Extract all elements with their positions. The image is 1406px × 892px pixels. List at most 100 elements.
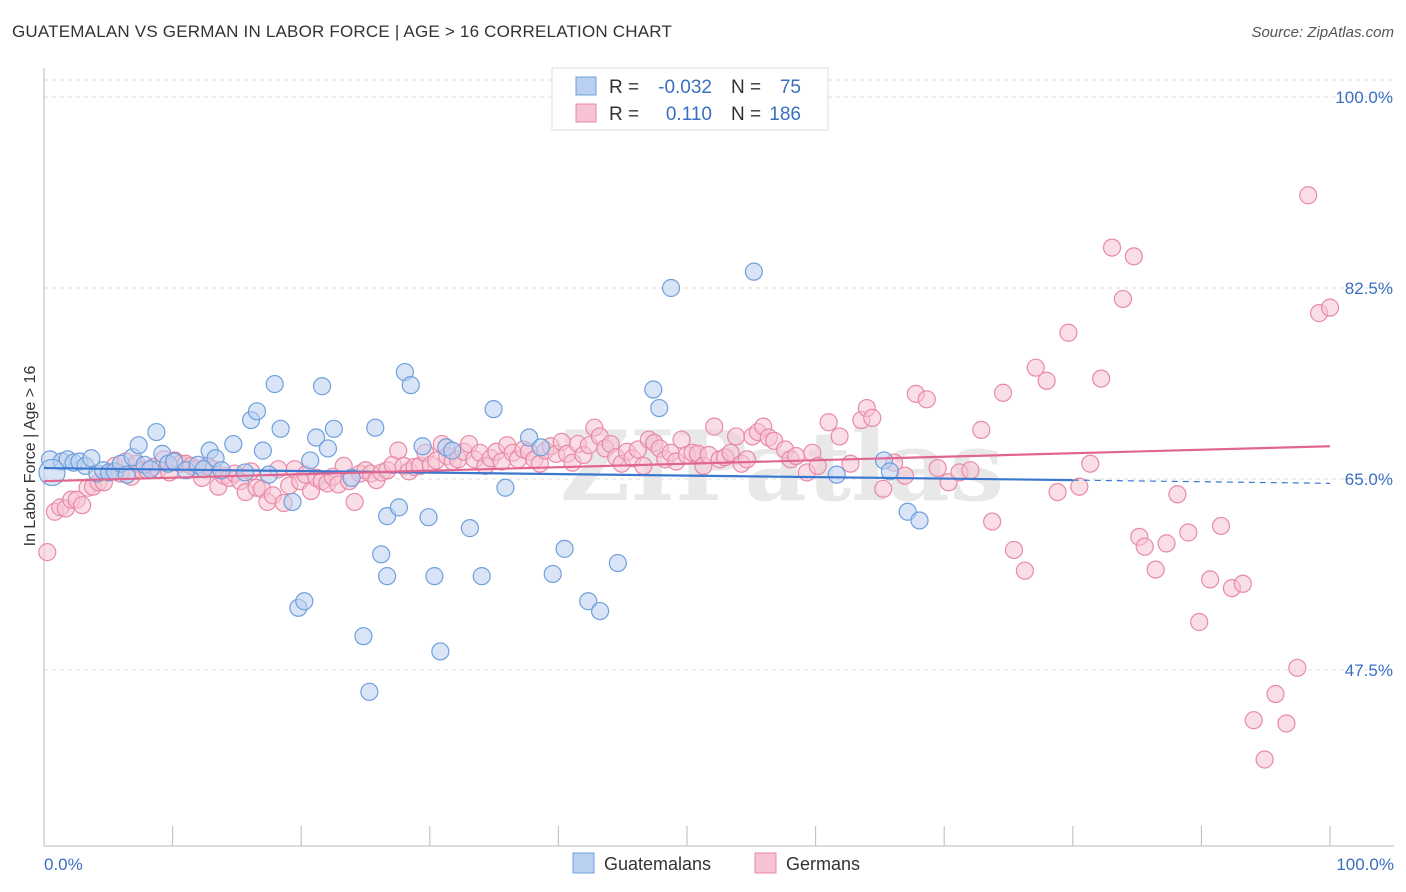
guatemalan-point-63 xyxy=(519,428,539,447)
y-tick-label-2: 82.5% xyxy=(1345,279,1393,298)
german-point-140 xyxy=(819,413,838,432)
guatemalan-point-42 xyxy=(324,419,343,438)
bottom-legend-swatch-germans xyxy=(754,852,777,874)
legend-n-value-1: 186 xyxy=(769,104,801,125)
guatemalan-point-64 xyxy=(531,438,551,457)
guatemalan-point-53 xyxy=(413,437,432,456)
guatemalan-point-49 xyxy=(378,567,397,586)
guatemalan-point-46 xyxy=(366,418,385,437)
german-point-178 xyxy=(1211,516,1231,536)
german-point-176 xyxy=(1190,612,1209,632)
german-point-172 xyxy=(1146,560,1165,579)
german-point-185 xyxy=(1288,658,1307,677)
bottom-legend-germans: Germans xyxy=(786,854,860,874)
german-point-64 xyxy=(389,441,408,460)
guatemalan-point-61 xyxy=(484,400,503,419)
legend-r-label-1: R = xyxy=(609,104,639,125)
x-tick-label-100: 100.0% xyxy=(1336,855,1394,874)
german-point-182 xyxy=(1255,750,1274,769)
german-point-181 xyxy=(1244,711,1263,730)
guatemalan-point-76 xyxy=(880,462,900,481)
german-point-136 xyxy=(786,446,806,466)
german-point-173 xyxy=(1157,534,1176,553)
legend-r-label-0: R = xyxy=(609,77,639,98)
guatemalan-point-17 xyxy=(147,422,166,442)
german-point-165 xyxy=(1081,454,1100,473)
german-point-168 xyxy=(1113,289,1133,309)
german-point-160 xyxy=(1026,358,1045,377)
y-tick-labels: 47.5% 65.0% 82.5% 100.0% xyxy=(1335,88,1393,680)
guatemalan-point-52 xyxy=(401,376,420,395)
german-point-161 xyxy=(1037,371,1056,390)
guatemalan-point-38 xyxy=(301,451,320,470)
bottom-legend-guatemalans: Guatemalans xyxy=(604,854,711,874)
german-point-145 xyxy=(863,408,882,427)
german-point-186 xyxy=(1299,186,1318,205)
y-tick-label-3: 100.0% xyxy=(1335,88,1393,107)
german-point-156 xyxy=(983,512,1002,531)
guatemalan-point-71 xyxy=(650,398,669,418)
german-point-183 xyxy=(1266,684,1285,704)
guatemalan-point-62 xyxy=(496,478,515,497)
guatemalan-point-35 xyxy=(283,492,302,512)
guatemalan-point-41 xyxy=(318,439,338,458)
trend-lines xyxy=(43,445,1331,484)
german-point-125 xyxy=(721,443,740,462)
german-point-177 xyxy=(1201,570,1220,589)
guatemalan-point-59 xyxy=(460,519,480,538)
guatemalan-point-30 xyxy=(247,402,267,421)
german-point-154 xyxy=(961,461,980,480)
german-point-6 xyxy=(73,496,92,515)
german-point-155 xyxy=(972,420,991,439)
german-point-146 xyxy=(874,479,893,498)
guatemalan-point-31 xyxy=(253,441,272,460)
german-point-167 xyxy=(1102,238,1122,257)
guatemalan-point-66 xyxy=(555,539,574,558)
source-credit: Source: ZipAtlas.com xyxy=(1251,24,1394,41)
guatemalan-point-47 xyxy=(372,545,391,564)
german-point-0 xyxy=(38,543,57,562)
legend-swatch-blue xyxy=(575,76,597,96)
guatemalan-point-54 xyxy=(419,508,438,527)
german-point-157 xyxy=(993,383,1013,402)
german-point-180 xyxy=(1233,574,1252,593)
chart-title: GUATEMALAN VS GERMAN IN LABOR FORCE | AG… xyxy=(12,22,673,41)
german-point-158 xyxy=(1004,540,1024,560)
german-point-175 xyxy=(1179,523,1198,542)
guatemalan-point-34 xyxy=(271,419,290,438)
german-point-56 xyxy=(345,492,364,512)
x-ticks xyxy=(172,826,1331,846)
guatemalan-point-78 xyxy=(910,511,929,530)
guatemalan-point-70 xyxy=(644,380,663,399)
guatemalan-point-58 xyxy=(443,441,462,460)
german-point-164 xyxy=(1070,477,1089,496)
y-axis-label: In Labor Force | Age > 16 xyxy=(22,366,39,547)
german-point-150 xyxy=(917,390,936,409)
germans-trend-line xyxy=(43,445,1331,483)
german-point-151 xyxy=(928,458,947,478)
legend-n-value-0: 75 xyxy=(780,77,801,98)
guatemalans-trend-extension xyxy=(1072,479,1331,484)
guatemalan-point-67 xyxy=(579,592,598,611)
guatemalan-point-68 xyxy=(590,601,610,621)
legend-box xyxy=(551,67,829,131)
series-legend: Guatemalans Germans xyxy=(572,852,860,874)
guatemalan-point-72 xyxy=(661,278,681,298)
guatemalan-point-65 xyxy=(543,564,562,584)
german-point-166 xyxy=(1092,369,1111,388)
german-point-122 xyxy=(705,417,724,436)
german-point-142 xyxy=(841,454,860,473)
guatemalans-trend-line xyxy=(43,466,1073,482)
germans-points xyxy=(38,186,1340,769)
correlation-legend: R = -0.032 N = 75 R = 0.110 N = 186 xyxy=(551,67,829,131)
guatemalan-point-60 xyxy=(472,567,491,586)
german-point-139 xyxy=(808,456,827,476)
guatemalan-point-74 xyxy=(827,465,846,484)
guatemalan-point-56 xyxy=(431,642,450,661)
guatemalan-point-73 xyxy=(744,262,763,281)
guatemalan-point-28 xyxy=(236,463,255,482)
guatemalan-point-69 xyxy=(608,553,627,573)
guatemalan-point-37 xyxy=(295,592,314,611)
german-point-171 xyxy=(1135,537,1154,556)
